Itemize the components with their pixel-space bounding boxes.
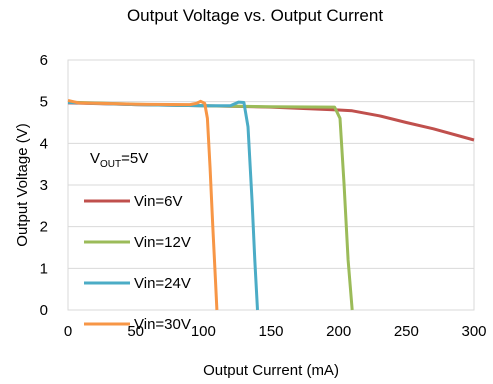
- series-line-vin-6v: [67, 101, 475, 142]
- x-tick-label: 50: [127, 323, 144, 340]
- y-tick-label: 4: [40, 135, 48, 152]
- x-tick-label: 250: [394, 323, 419, 340]
- y-tick-label: 3: [40, 177, 48, 194]
- y-tick-label: 1: [40, 260, 48, 277]
- series-line-vin-30v: [67, 98, 219, 311]
- x-tick-label: 200: [326, 323, 351, 340]
- chart-title: Output Voltage vs. Output Current: [127, 6, 383, 25]
- y-tick-label: 6: [40, 52, 48, 69]
- x-tick-labels: 0 50 100 150 200 250 300: [64, 323, 487, 340]
- vout-annotation-suffix: =5V: [121, 150, 148, 167]
- y-tick-label: 0: [40, 302, 48, 319]
- vout-annotation-subscript: OUT: [100, 159, 121, 170]
- legend: Vin=6V Vin=12V Vin=24V Vin=30V: [84, 193, 191, 333]
- series-lines: [67, 98, 475, 311]
- legend-label-vin-6v: Vin=6V: [134, 193, 183, 210]
- y-tick-label: 2: [40, 219, 48, 236]
- x-axis-label: Output Current (mA): [203, 362, 339, 379]
- x-tick-label: 300: [461, 323, 486, 340]
- x-tick-label: 150: [258, 323, 283, 340]
- x-tick-label: 0: [64, 323, 72, 340]
- series-line-vin-12v: [67, 100, 354, 311]
- y-tick-label: 5: [40, 94, 48, 111]
- legend-label-vin-12v: Vin=12V: [134, 234, 191, 251]
- legend-label-vin-30v: Vin=30V: [134, 316, 191, 333]
- vout-annotation-prefix: V: [90, 150, 100, 167]
- x-tick-label: 100: [191, 323, 216, 340]
- gridlines: [68, 59, 474, 311]
- legend-label-vin-24v: Vin=24V: [134, 275, 191, 292]
- plot-frame: [67, 59, 475, 311]
- y-tick-labels: 0 1 2 3 4 5 6: [40, 52, 48, 319]
- vout-annotation: VOUT=5V: [90, 150, 148, 170]
- y-axis-label: Output Voltage (V): [14, 123, 31, 246]
